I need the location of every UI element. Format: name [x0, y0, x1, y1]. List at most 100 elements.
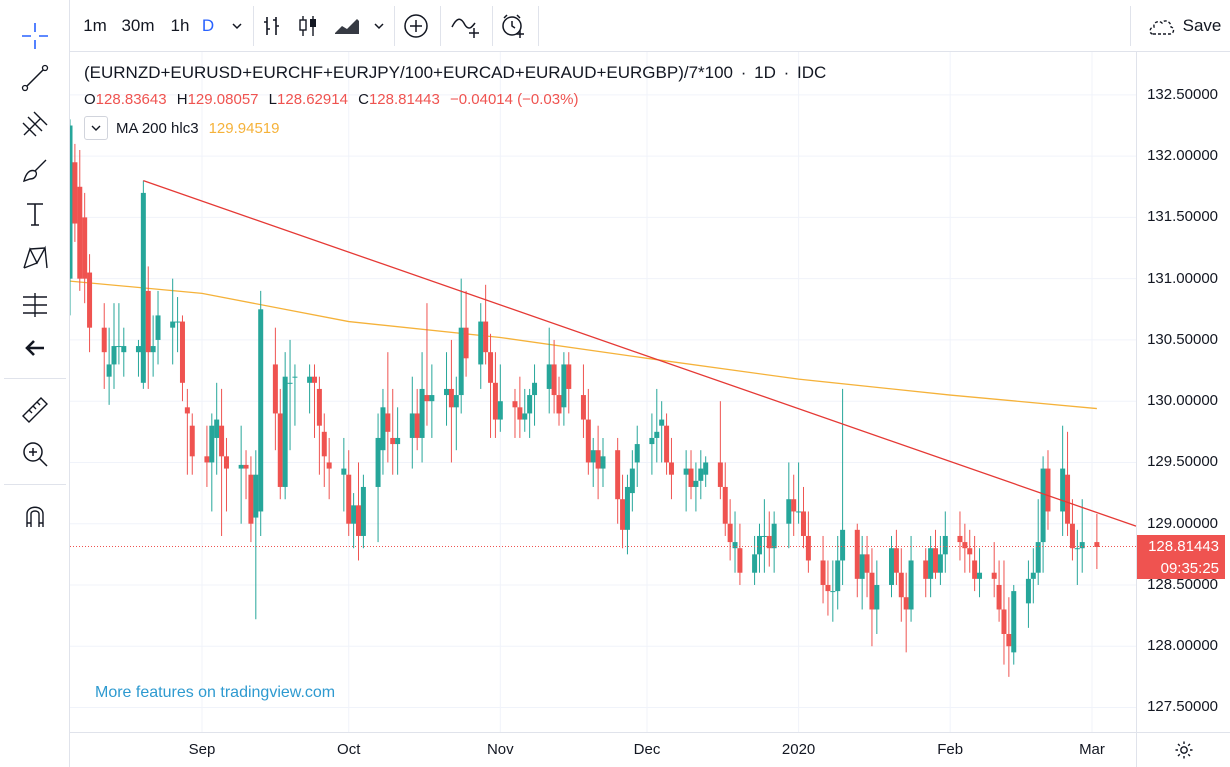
- interval-1m[interactable]: 1m: [83, 16, 107, 35]
- candle: [135, 339, 141, 377]
- candle: [654, 388, 660, 463]
- candle: [771, 511, 777, 573]
- candle: [444, 352, 450, 426]
- crosshair-icon[interactable]: [15, 16, 55, 56]
- save-label: Save: [1182, 16, 1222, 35]
- candle-body: [800, 511, 806, 536]
- candle-body: [624, 486, 630, 530]
- candle: [1040, 456, 1046, 573]
- candle: [942, 511, 948, 573]
- candle-body: [527, 395, 533, 414]
- candle: [214, 382, 220, 475]
- zoom-in-icon[interactable]: [15, 434, 55, 474]
- candle: [150, 315, 156, 377]
- candle: [184, 388, 190, 475]
- ma-name[interactable]: MA 200 hlc3: [116, 119, 199, 137]
- candle: [923, 548, 929, 598]
- candles-icon[interactable]: [294, 10, 322, 42]
- pattern-icon[interactable]: [15, 238, 55, 278]
- candle-body: [1011, 591, 1017, 653]
- magnet-icon[interactable]: [15, 496, 55, 536]
- candle: [717, 401, 723, 500]
- candle-body: [316, 388, 322, 426]
- candle: [791, 474, 797, 536]
- candle: [140, 180, 146, 389]
- candle-body: [219, 425, 225, 457]
- candle: [820, 535, 826, 604]
- candle-body: [942, 535, 948, 555]
- chevron-down-icon[interactable]: [226, 10, 248, 42]
- collapse-chevron-icon[interactable]: [84, 116, 108, 140]
- bar-chart-icon[interactable]: [258, 10, 286, 42]
- area-icon[interactable]: [332, 10, 362, 42]
- candle: [87, 254, 93, 353]
- long-position-icon[interactable]: [15, 284, 55, 324]
- legend-exchange: IDC: [797, 63, 827, 82]
- back-arrow-icon[interactable]: [15, 328, 55, 368]
- candle-body: [703, 462, 709, 475]
- save-button[interactable]: Save: [1138, 10, 1228, 42]
- candle: [796, 462, 802, 524]
- candle-body: [889, 548, 895, 585]
- candle: [282, 352, 288, 500]
- interval-1h[interactable]: 1h: [170, 16, 190, 35]
- pitchfork-icon[interactable]: [15, 104, 55, 144]
- candle: [488, 333, 494, 438]
- candle-body: [654, 431, 660, 438]
- interval-d[interactable]: D: [201, 16, 215, 35]
- candle-body: [600, 456, 606, 469]
- candle-body: [214, 419, 220, 438]
- alert-icon[interactable]: [498, 10, 530, 42]
- candle: [585, 388, 591, 475]
- candle-body: [595, 450, 601, 469]
- candle-body: [732, 542, 738, 549]
- price-axis[interactable]: 132.50000 132.00000 131.50000 131.00000 130.…: [1136, 52, 1230, 732]
- trend-line-segment[interactable]: [143, 180, 1137, 527]
- candle-body: [668, 462, 674, 475]
- text-icon[interactable]: [15, 194, 55, 234]
- candle: [1035, 499, 1041, 585]
- trend-line-icon[interactable]: [15, 58, 55, 98]
- settings-gear-icon[interactable]: [1136, 732, 1230, 767]
- ma-200-line: [69, 280, 1097, 410]
- high-label: H: [176, 91, 188, 108]
- candle: [292, 364, 298, 426]
- trend-line[interactable]: [143, 180, 1137, 527]
- candle: [727, 499, 733, 561]
- candle-body: [756, 535, 762, 555]
- ruler-icon[interactable]: [15, 390, 55, 430]
- chevron-down-icon[interactable]: [368, 10, 390, 42]
- legend-separator: ·: [740, 63, 747, 82]
- interval-30m[interactable]: 30m: [121, 16, 155, 35]
- candle: [566, 352, 572, 414]
- price-tick-label: 130.00000: [1147, 392, 1218, 410]
- candle: [1006, 597, 1012, 677]
- candle-body: [385, 413, 391, 432]
- candle: [1094, 513, 1100, 570]
- ohlc-values: O128.83643 H129.08057 L128.62914 C128.81…: [84, 91, 584, 108]
- symbol-name[interactable]: (EURNZD+EURUSD+EURCHF+EURJPY/100+EURCAD+…: [84, 63, 734, 82]
- candle: [346, 450, 352, 536]
- candle: [800, 486, 806, 549]
- candle-body: [546, 364, 552, 389]
- candle-body: [898, 572, 904, 598]
- countdown-label: 09:35:25: [1137, 557, 1225, 580]
- time-tick-label: Feb: [937, 741, 964, 758]
- brush-icon[interactable]: [15, 150, 55, 190]
- candle-body: [483, 321, 489, 353]
- add-indicator-icon[interactable]: [400, 10, 432, 42]
- tradingview-link[interactable]: More features on tradingview.com: [95, 684, 336, 701]
- candle: [874, 560, 880, 634]
- candle: [527, 388, 533, 438]
- candle-body: [150, 346, 156, 353]
- compare-icon[interactable]: [448, 10, 484, 42]
- candle: [175, 297, 181, 353]
- candle-body: [351, 505, 357, 524]
- time-axis[interactable]: Sep Oct Nov Dec 2020 Feb Mar: [70, 732, 1136, 767]
- candle-body: [556, 395, 562, 414]
- price-tick-label: 129.00000: [1147, 514, 1218, 532]
- time-tick-label: 2020: [781, 741, 816, 758]
- candle-body: [977, 572, 983, 579]
- top-toolbar: 1m 30m 1h D Save: [70, 0, 1230, 52]
